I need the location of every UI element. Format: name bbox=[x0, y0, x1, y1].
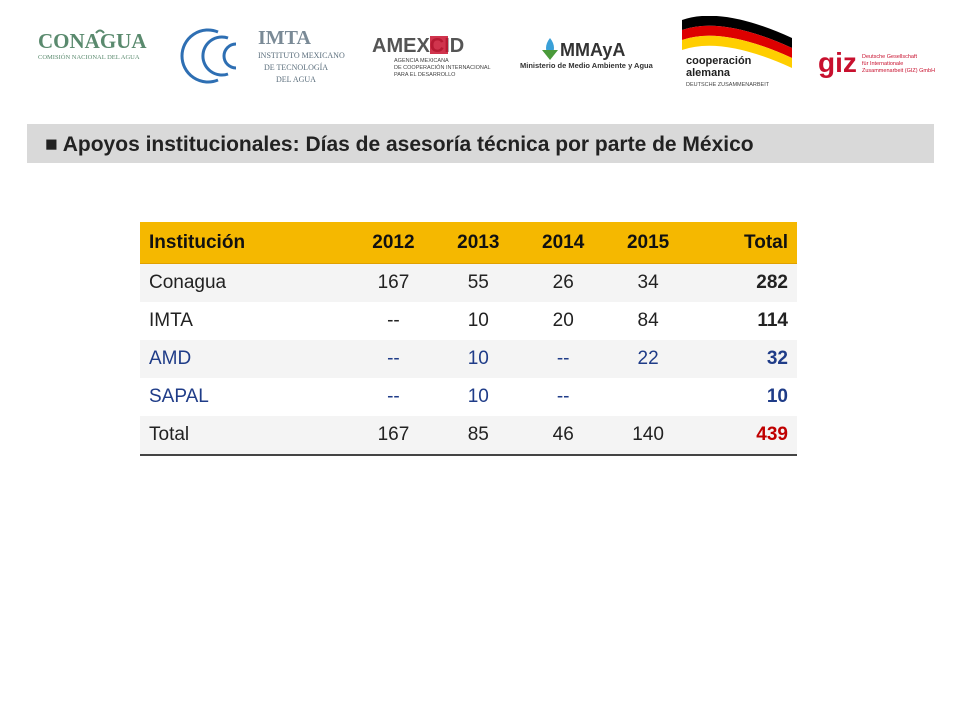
table-row: AMD -- 10 -- 22 32 bbox=[140, 340, 797, 378]
table-cell: Conagua bbox=[140, 263, 351, 302]
table-cell: Total bbox=[140, 416, 351, 456]
table-cell: 46 bbox=[520, 416, 606, 456]
table-cell: IMTA bbox=[149, 310, 193, 331]
giz-logo-sub3: Zusammenarbeit (GIZ) GmbH bbox=[862, 68, 935, 74]
table-cell: -- bbox=[387, 386, 400, 407]
giz-logo: giz Deutsche Gesellschaft für Internatio… bbox=[818, 48, 935, 78]
technical-advice-table: Institución 2012 2013 2014 2015 Total Co… bbox=[140, 222, 797, 456]
table-cell: AMD bbox=[140, 340, 351, 378]
mmaya-logo-sub: Ministerio de Medio Ambiente y Agua bbox=[520, 61, 654, 70]
amexcid-logo-sub1: AGENCIA MEXICANA bbox=[394, 58, 449, 64]
header-2015: 2015 bbox=[605, 222, 691, 264]
mmaya-logo-name: MMAyA bbox=[560, 40, 625, 60]
conagua-logo: CONAGUA COMISIÓN NACIONAL DEL AGUA bbox=[38, 29, 147, 61]
amexcid-logo: AMEXCID AGENCIA MEXICANA DE COOPERACIÓN … bbox=[372, 35, 491, 78]
table-cell: -- bbox=[387, 310, 400, 331]
table-cell: 167 bbox=[350, 263, 436, 302]
table-cell: 85 bbox=[435, 416, 521, 456]
giz-logo-name: giz bbox=[818, 48, 857, 78]
coop-line3: DEUTSCHE ZUSAMMENARBEIT bbox=[686, 82, 770, 88]
amexcid-logo-sub2: DE COOPERACIÓN INTERNACIONAL bbox=[394, 64, 491, 71]
grand-total-cell: 439 bbox=[690, 416, 797, 456]
table-cell: 167 bbox=[350, 416, 436, 456]
header-2012: 2012 bbox=[350, 222, 436, 264]
table-cell-total: 10 bbox=[766, 386, 788, 407]
table-cell: 10 bbox=[467, 386, 489, 407]
amexcid-logo-name: AMEXCID bbox=[372, 35, 464, 57]
giz-logo-sub2: für Internationale bbox=[862, 61, 903, 67]
table-cell-total: 32 bbox=[690, 340, 797, 378]
table-cell: 55 bbox=[435, 263, 521, 302]
table-header-row: Institución 2012 2013 2014 2015 Total bbox=[140, 222, 797, 264]
table-cell: 10 bbox=[467, 310, 489, 331]
header-total: Total bbox=[690, 222, 797, 264]
table-cell: -- bbox=[350, 340, 436, 378]
conagua-logo-name: CONAGUA bbox=[38, 29, 147, 53]
table-cell-total: 114 bbox=[757, 310, 788, 331]
page-title: ■ Apoyos institucionales: Días de asesor… bbox=[45, 133, 754, 156]
table-cell: 26 bbox=[520, 263, 606, 302]
table-cell: -- bbox=[556, 386, 570, 407]
header-2014: 2014 bbox=[520, 222, 606, 264]
amexcid-logo-sub3: PARA EL DESARROLLO bbox=[394, 72, 456, 78]
cooperacion-alemana-logo: cooperación alemana DEUTSCHE ZUSAMMENARB… bbox=[682, 16, 792, 88]
header-2013: 2013 bbox=[435, 222, 521, 264]
table-cell-total: 282 bbox=[690, 263, 797, 302]
conagua-logo-sub: COMISIÓN NACIONAL DEL AGUA bbox=[38, 53, 140, 61]
table-row-total: Total 167 85 46 140 439 bbox=[140, 416, 797, 456]
table-cell: 20 bbox=[552, 310, 574, 331]
imta-logo-sub1: INSTITUTO MEXICANO bbox=[258, 51, 345, 60]
title-banner: ■ Apoyos institucionales: Días de asesor… bbox=[27, 124, 934, 163]
imta-logo: IMTA INSTITUTO MEXICANO DE TECNOLOGÍA DE… bbox=[180, 27, 345, 84]
table-row: Conagua 167 55 26 34 282 bbox=[140, 263, 797, 302]
table-row: IMTA -- 10 20 84 114 bbox=[140, 302, 797, 340]
table-cell bbox=[606, 378, 691, 416]
table-cell: -- bbox=[520, 340, 606, 378]
table-cell: 22 bbox=[605, 340, 691, 378]
table-cell: 34 bbox=[605, 263, 691, 302]
coop-line1: cooperación bbox=[686, 55, 752, 67]
table-row: SAPAL -- 10 -- 10 bbox=[140, 378, 797, 416]
table-cell: 84 bbox=[637, 310, 659, 331]
imta-logo-sub2: DE TECNOLOGÍA bbox=[264, 62, 328, 72]
imta-logo-sub3: DEL AGUA bbox=[276, 75, 316, 84]
imta-logo-name: IMTA bbox=[258, 27, 312, 49]
table-cell: 140 bbox=[605, 416, 691, 456]
header-institucion: Institución bbox=[140, 222, 351, 264]
logo-bar: CONAGUA COMISIÓN NACIONAL DEL AGUA IMTA … bbox=[0, 0, 960, 120]
table-cell: 10 bbox=[435, 340, 521, 378]
giz-logo-sub1: Deutsche Gesellschaft bbox=[862, 54, 917, 60]
mmaya-logo: MMAyA Ministerio de Medio Ambiente y Agu… bbox=[520, 38, 654, 70]
coop-line2: alemana bbox=[686, 67, 731, 79]
table-cell: SAPAL bbox=[149, 386, 209, 407]
